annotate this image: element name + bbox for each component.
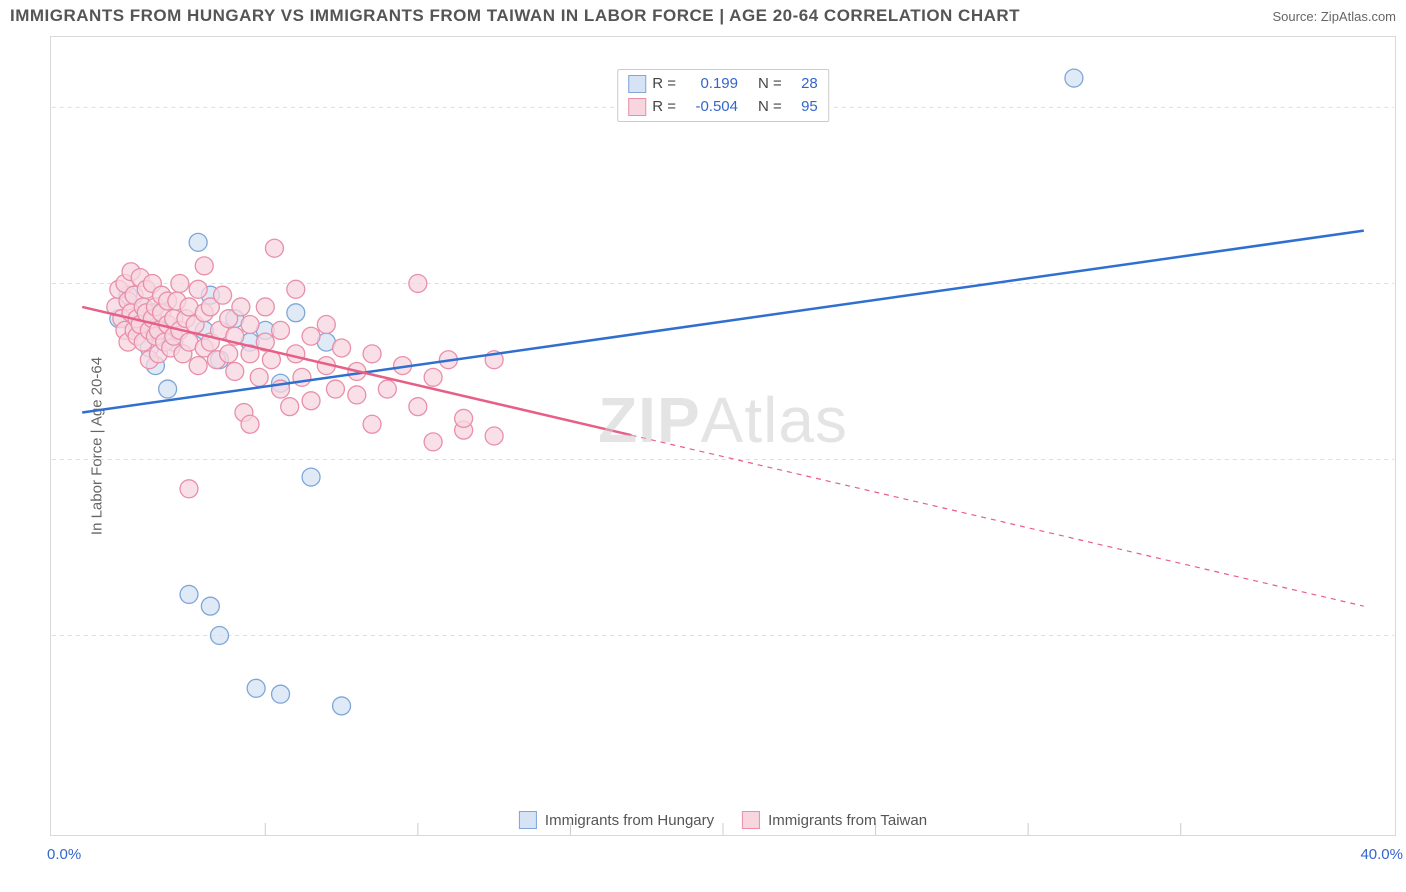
legend-stat-row: R = 0.199 N = 28 <box>628 73 818 96</box>
r-value: 0.199 <box>682 73 738 96</box>
r-label: R = <box>652 73 676 96</box>
x-tick-max: 40.0% <box>1360 846 1403 863</box>
series-legend: Immigrants from Hungary Immigrants from … <box>519 811 927 829</box>
legend-stat-row: R = -0.504 N = 95 <box>628 96 818 119</box>
n-label: N = <box>758 73 782 96</box>
n-label: N = <box>758 96 782 119</box>
correlation-legend: R = 0.199 N = 28 R = -0.504 N = 95 <box>617 69 829 122</box>
legend-swatch <box>628 98 646 116</box>
chart-title: IMMIGRANTS FROM HUNGARY VS IMMIGRANTS FR… <box>10 6 1020 26</box>
r-label: R = <box>652 96 676 119</box>
chart-plot-area: ZIPAtlas R = 0.199 N = 28 R = -0.504 N =… <box>50 36 1396 836</box>
n-value: 95 <box>788 96 818 119</box>
legend-swatch <box>742 811 760 829</box>
scatter-svg <box>51 37 1395 835</box>
legend-series-item: Immigrants from Taiwan <box>742 811 927 829</box>
legend-series-label: Immigrants from Hungary <box>545 812 714 829</box>
n-value: 28 <box>788 73 818 96</box>
x-tick-min: 0.0% <box>47 846 81 863</box>
legend-swatch <box>519 811 537 829</box>
source-label: Source: ZipAtlas.com <box>1272 9 1396 24</box>
r-value: -0.504 <box>682 96 738 119</box>
legend-series-item: Immigrants from Hungary <box>519 811 714 829</box>
legend-series-label: Immigrants from Taiwan <box>768 812 927 829</box>
legend-swatch <box>628 75 646 93</box>
